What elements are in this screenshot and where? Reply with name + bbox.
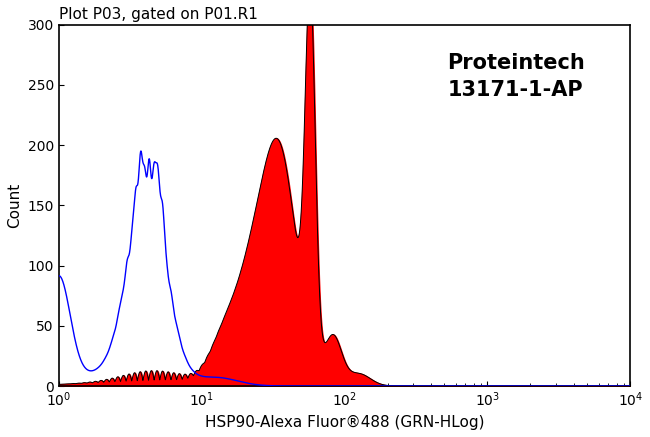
Text: Plot P03, gated on P01.R1: Plot P03, gated on P01.R1	[58, 7, 257, 22]
X-axis label: HSP90-Alexa Fluor®488 (GRN-HLog): HSP90-Alexa Fluor®488 (GRN-HLog)	[205, 415, 484, 430]
Y-axis label: Count: Count	[7, 183, 22, 228]
Text: Proteintech
13171-1-AP: Proteintech 13171-1-AP	[447, 53, 585, 100]
